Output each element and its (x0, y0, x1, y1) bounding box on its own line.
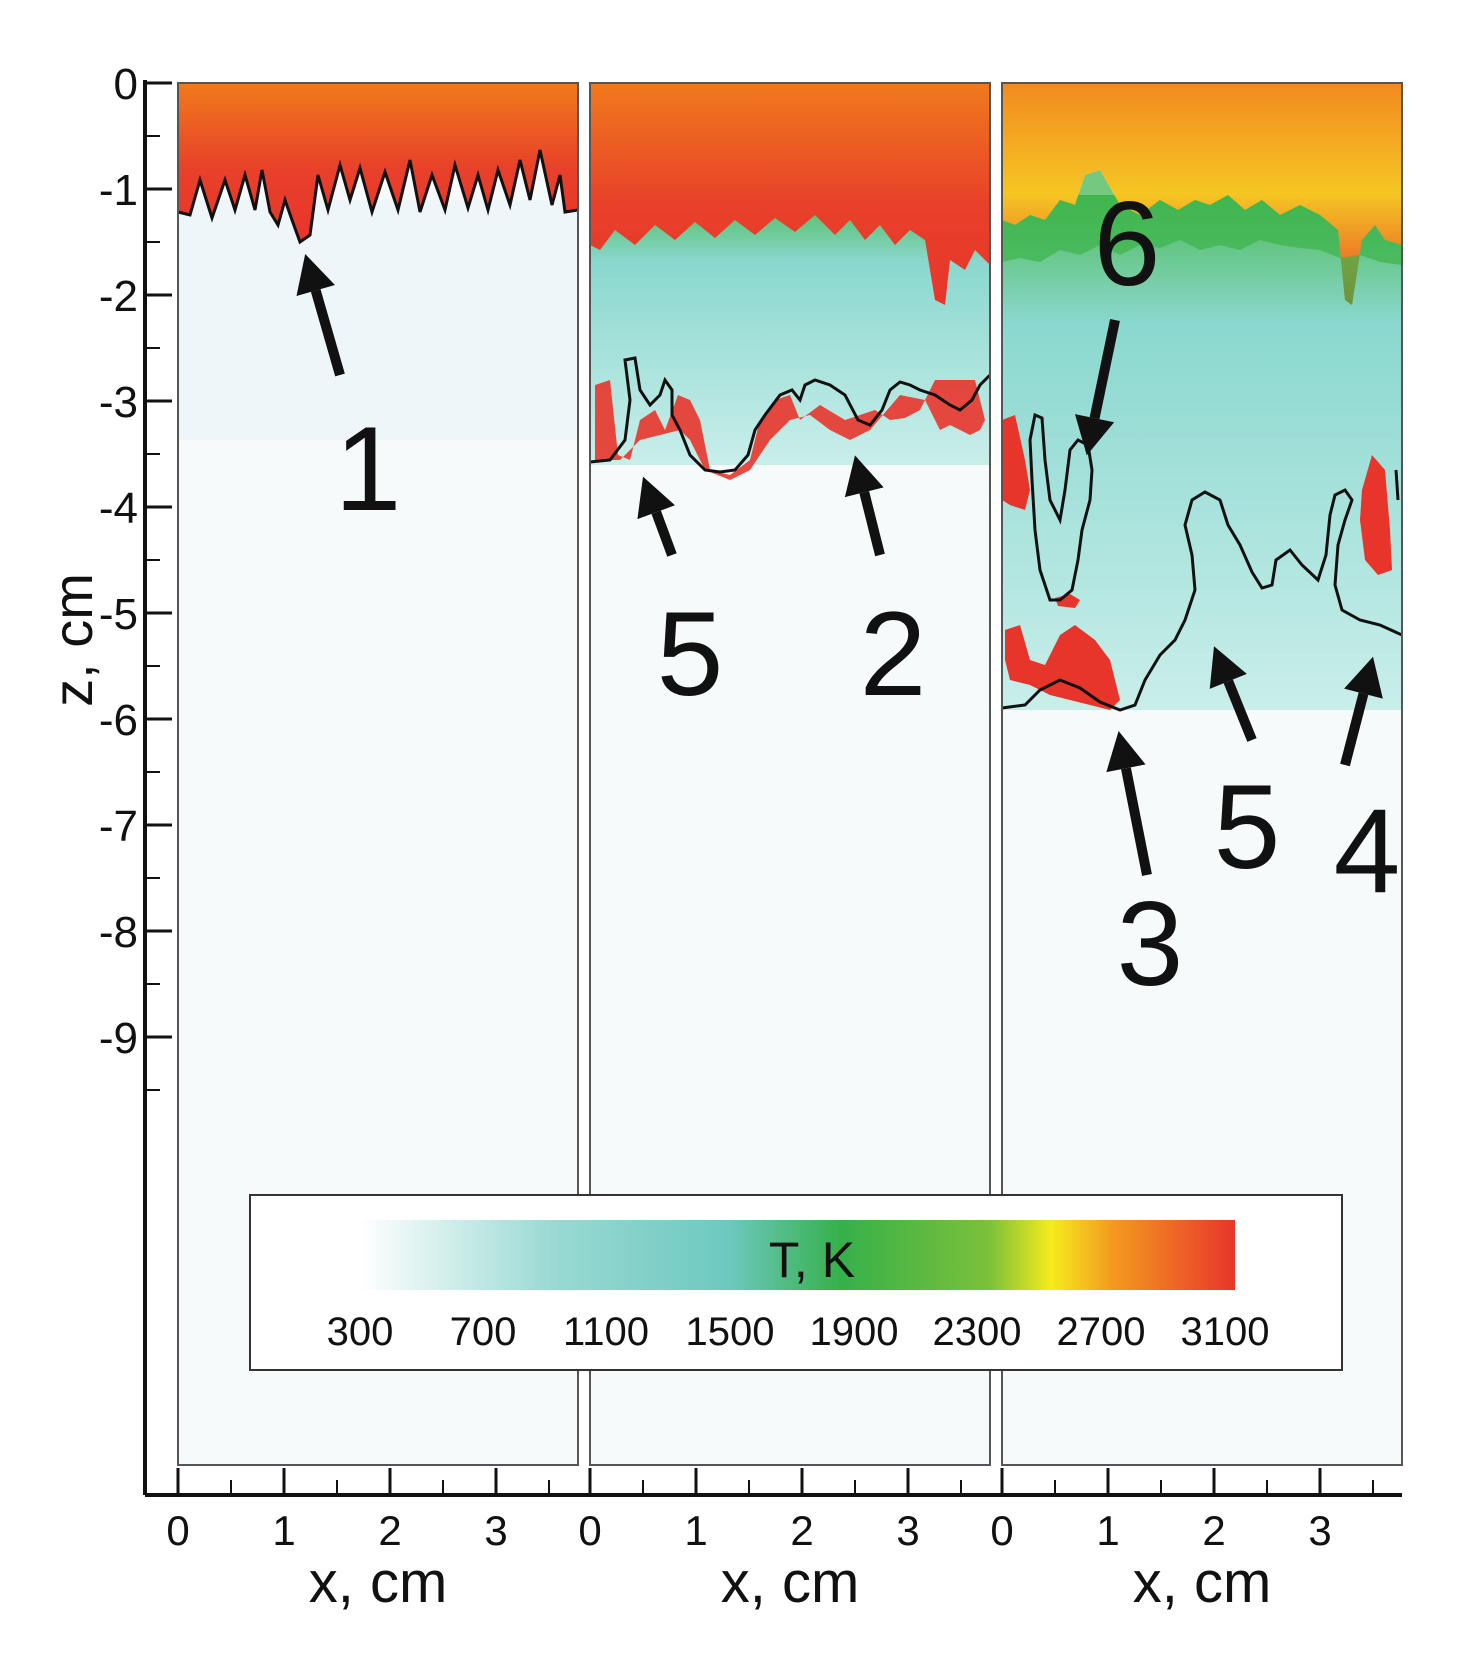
colorbar-tick-label: 3100 (1181, 1310, 1270, 1354)
annotation-arrow-head (844, 455, 884, 498)
x-tick-label: 1 (272, 1507, 295, 1554)
y-axis-label: z, cm (41, 573, 104, 707)
y-tick-label: -8 (99, 908, 138, 957)
axes: 0 -1 -2 -3 -4 -5 -6 -7 -8 -9 0 1 2 3 0 1 2 3 0 1 2 3 z, cm x… (41, 60, 1402, 1615)
annotation-arrow-head (296, 254, 335, 297)
x-tick-label: 3 (896, 1507, 919, 1554)
x-tick-label: 3 (1308, 1507, 1331, 1554)
x-axis-label: x, cm (1133, 1550, 1272, 1615)
annotation-arrow-head (1209, 646, 1247, 689)
colorbar-ticks: 300 700 1100 1500 1900 2300 2700 3100 (327, 1310, 1270, 1354)
annotation-label: 4 (1334, 784, 1401, 918)
y-ticks: 0 -1 -2 -3 -4 -5 -6 -7 -8 -9 (99, 60, 172, 1091)
panel-3-frame (1001, 82, 1403, 1466)
annotation-arrow-shaft (1121, 767, 1152, 876)
panel-3-reaction-zone-right (1360, 455, 1392, 575)
x-tick-label: 3 (484, 1507, 507, 1554)
panel-2-reaction-zone (595, 380, 985, 480)
y-tick-label: -7 (99, 802, 138, 851)
annotation-label: 1 (335, 402, 402, 536)
x-axis-label: x, cm (309, 1550, 448, 1615)
annotation-label: 5 (1214, 760, 1281, 894)
annotation-label: 5 (657, 587, 724, 721)
panel-1-front-contour (177, 149, 579, 245)
y-tick-label: -2 (99, 272, 138, 321)
panel-2-frame (589, 82, 991, 1466)
annotation-arrow-shaft (1223, 679, 1257, 742)
y-tick-label: -9 (99, 1014, 138, 1063)
y-tick-label: -4 (99, 484, 138, 533)
colorbar-label: T, K (769, 1232, 855, 1288)
y-tick-label: -1 (99, 166, 138, 215)
x-tick-label: 2 (790, 1507, 813, 1554)
colorbar-tick-label: 300 (327, 1310, 394, 1354)
panel-1-cold-zone (178, 200, 578, 440)
panel-2-hot-region (590, 83, 990, 305)
y-tick-label: -5 (99, 590, 138, 639)
annotation-arrow-head (1074, 414, 1115, 456)
x-tick-label: 0 (990, 1507, 1013, 1554)
annotation-arrow-shaft (651, 510, 677, 557)
panel-3-hot-region (1002, 83, 1402, 305)
panel-3-mid-zone (1002, 195, 1402, 710)
colorbar-legend: T, K 300 700 1100 1500 1900 2300 2700 3100 (249, 1194, 1343, 1371)
annotation-arrow-head (1106, 731, 1146, 773)
x-tick-label: 2 (378, 1507, 401, 1554)
colorbar-tick-label: 1100 (563, 1310, 649, 1354)
y-tick-label: -3 (99, 378, 138, 427)
colorbar-tick-label: 2700 (1057, 1310, 1146, 1354)
x-tick-label: 2 (1202, 1507, 1225, 1554)
y-tick-label: 0 (114, 60, 138, 109)
x-tick-label: 0 (578, 1507, 601, 1554)
panel-1-burnt-region (178, 83, 578, 242)
annotation-arrow-head (637, 476, 675, 520)
panel-3-front-contour (1001, 488, 1403, 712)
annotation-label: 2 (860, 587, 927, 721)
x-labels: x, cm x, cm x, cm (309, 1550, 1272, 1615)
x-axis-label: x, cm (721, 1550, 860, 1615)
panel-3-reaction-zone-bottom (1005, 625, 1120, 710)
panel-3-reaction-zone-left (1002, 415, 1030, 510)
colorbar-tick-label: 1500 (686, 1310, 775, 1354)
annotation-arrow-shaft (310, 289, 345, 377)
panel-3-edge-contour (1394, 469, 1400, 501)
colorbar-tick-label: 1900 (810, 1310, 899, 1354)
panel-3-green-band (1002, 170, 1402, 305)
annotation-arrow-head (1344, 656, 1383, 699)
x-tick-label: 1 (1096, 1507, 1119, 1554)
annotation-arrow-shaft (1089, 318, 1120, 420)
panel-2-front-contour (589, 356, 992, 474)
annotation-arrow-shaft (1340, 692, 1369, 767)
x-tick-label: 0 (166, 1507, 189, 1554)
colorbar-tick-label: 700 (450, 1310, 517, 1354)
annotation-label: 6 (1094, 177, 1161, 311)
annotation-label: 3 (1117, 877, 1184, 1011)
panel-1-frame (177, 82, 579, 1466)
colorbar-gradient (360, 1220, 1235, 1290)
y-tick-label: -6 (99, 696, 138, 745)
x-tick-label: 1 (684, 1507, 707, 1554)
annotation-arrow-shaft (859, 491, 885, 557)
x-ticks: 0 1 2 3 0 1 2 3 0 1 2 3 (166, 1468, 1374, 1554)
panel-3-finger-contour (1028, 412, 1094, 602)
colorbar-tick-label: 2300 (933, 1310, 1022, 1354)
